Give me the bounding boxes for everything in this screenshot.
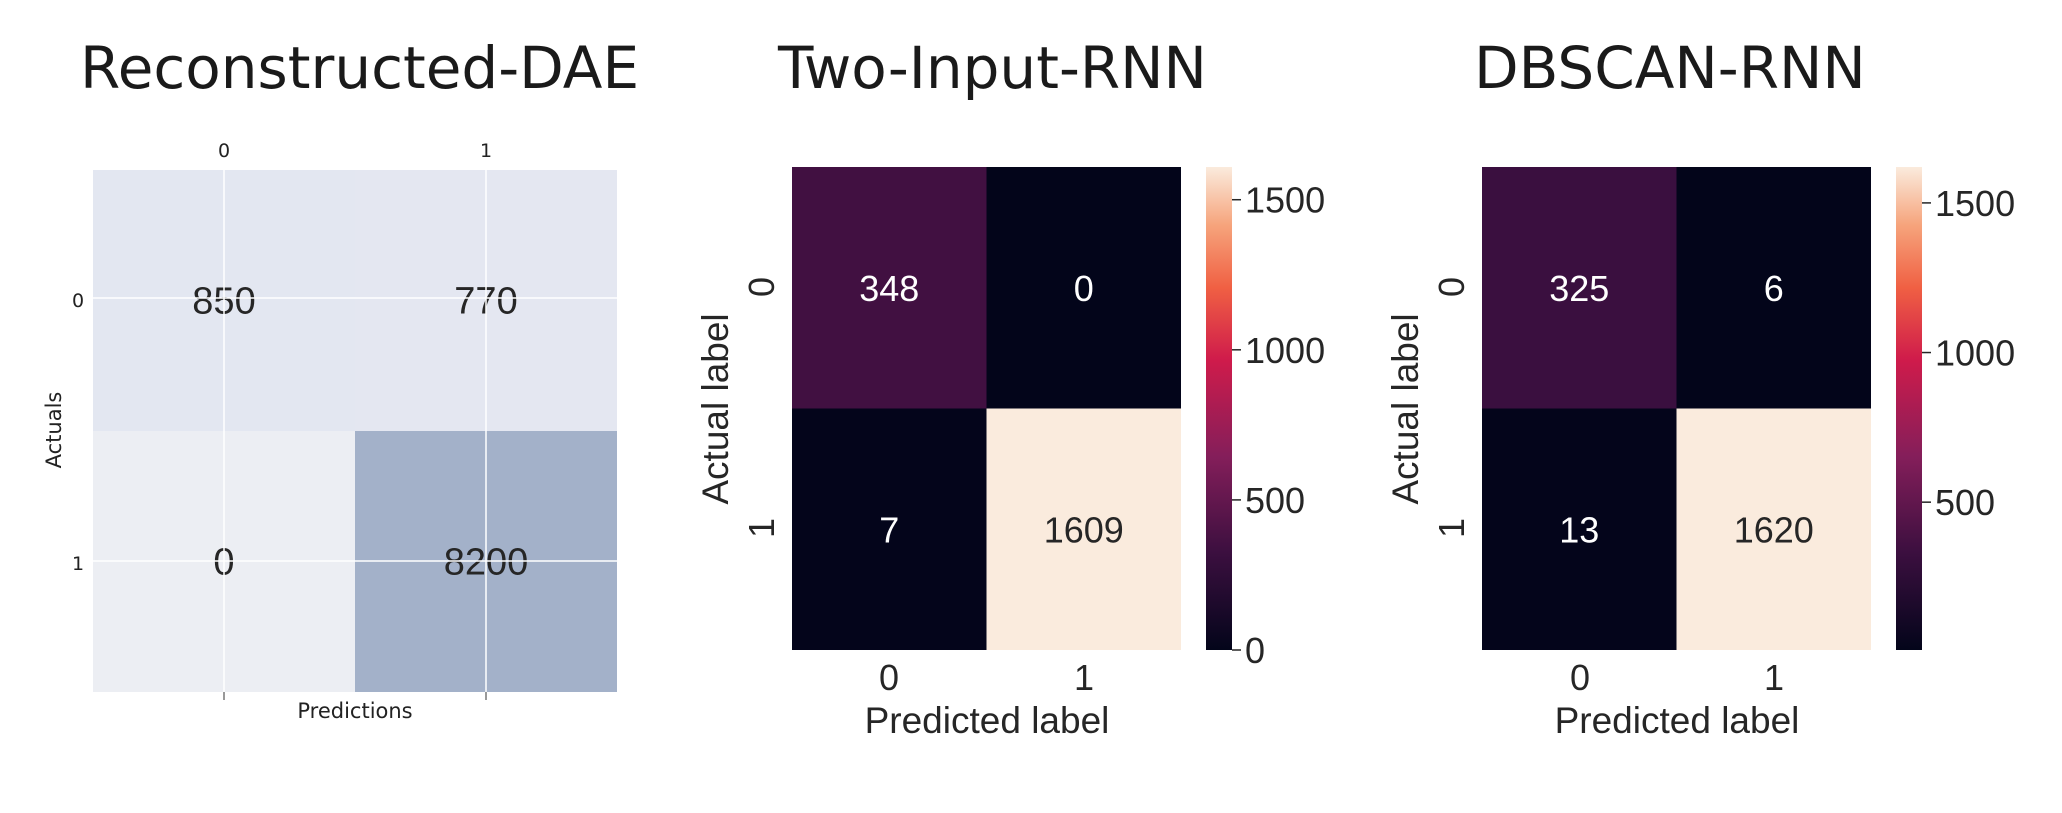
cell-value-label-0-1: 6 [1764, 268, 1784, 309]
heatmap-cell-0-1 [986, 167, 1181, 409]
x-axis-label: Predictions [297, 699, 412, 723]
grid-lines [93, 170, 617, 700]
colorbar-tick-label-0: 500 [1935, 482, 1995, 523]
y-axis-label: Actual label [1385, 313, 1426, 504]
y-axis-label: Actuals [42, 392, 66, 469]
colorbar-tick-label-1: 500 [1245, 480, 1305, 521]
x-tick-label-0: 0 [218, 140, 230, 162]
heatmap-cells: 325 6 13 1620 [1482, 167, 1871, 650]
heatmap-cell-1-1 [986, 408, 1181, 650]
y-axis-label: Actual label [695, 313, 736, 504]
cell-value-label-0-1: 0 [1074, 268, 1094, 309]
x-tick-label-1: 1 [1074, 657, 1094, 698]
y-tick-label-1: 1 [72, 553, 84, 575]
x-axis-label: Predicted label [865, 700, 1110, 741]
heatmap-cell-1-0 [1482, 408, 1677, 650]
colorbar: 0 500 1000 1500 [1206, 167, 1325, 671]
colorbar-gradient [1206, 167, 1232, 650]
x-tick-label-0: 0 [1570, 657, 1590, 698]
y-tick-label-0: 0 [741, 277, 782, 297]
heatmap-cell-0-1 [1676, 167, 1871, 409]
heatmap-cells: 348 0 7 1609 [792, 167, 1181, 650]
cell-value-label-0-0: 325 [1549, 268, 1609, 309]
heatmap-cell-0-0 [1482, 167, 1677, 409]
colorbar-gradient [1896, 167, 1922, 650]
x-axis-label: Predicted label [1555, 700, 1800, 741]
x-tick-label-1: 1 [480, 140, 492, 162]
panel-two-input-rnn: Two-Input-RNN 348 0 7 1609 0 1 0 1 Predicte… [695, 34, 1325, 741]
cell-value-label-1-0: 7 [879, 509, 899, 550]
panel-title: Two-Input-RNN [777, 34, 1207, 102]
cell-value-label-1-1: 1620 [1734, 509, 1814, 550]
panel-title: Reconstructed-DAE [80, 34, 639, 102]
colorbar-tick-label-0: 0 [1245, 630, 1265, 671]
heatmap-cell-1-1 [1676, 408, 1871, 650]
panel-title: DBSCAN-RNN [1474, 34, 1866, 102]
colorbar-tick-label-2: 1000 [1245, 330, 1325, 371]
x-tick-label-0: 0 [879, 657, 899, 698]
colorbar-ticks: 500 1000 1500 [1922, 183, 2015, 523]
cell-value-label-1-0: 13 [1559, 509, 1599, 550]
cell-value-label-1-1: 1609 [1044, 509, 1124, 550]
cell-value-label-0-0: 348 [859, 268, 919, 309]
colorbar-ticks: 0 500 1000 1500 [1232, 180, 1325, 671]
y-tick-label-1: 1 [1431, 518, 1472, 538]
x-tick-label-1: 1 [1764, 657, 1784, 698]
colorbar-tick-label-1: 1000 [1935, 333, 2015, 374]
colorbar: 500 1000 1500 [1896, 167, 2015, 650]
heatmap-cell-0-0 [792, 167, 987, 409]
colorbar-tick-label-3: 1500 [1245, 180, 1325, 221]
y-tick-label-0: 0 [1431, 277, 1472, 297]
colorbar-tick-label-2: 1500 [1935, 183, 2015, 224]
y-tick-label-0: 0 [72, 290, 84, 312]
heatmap-cell-1-0 [792, 408, 987, 650]
panel-dbscan-rnn: DBSCAN-RNN 325 6 13 1620 0 1 0 1 Predicted … [1385, 34, 2015, 741]
y-tick-label-1: 1 [741, 518, 782, 538]
